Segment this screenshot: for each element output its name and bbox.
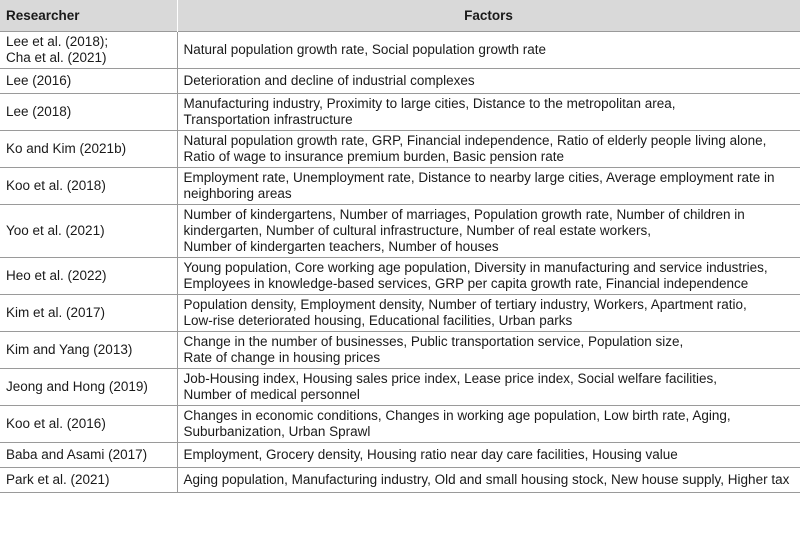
researcher-cell: Ko and Kim (2021b)	[0, 130, 178, 168]
cell-line: Aging population, Manufacturing industry…	[183, 472, 790, 487]
factors-cell: Change in the number of businesses, Publ…	[177, 331, 800, 369]
factors-cell: Deterioration and decline of industrial …	[177, 68, 800, 94]
cell-line: Kim et al. (2017)	[6, 305, 106, 320]
researcher-cell: Heo et al. (2022)	[0, 257, 178, 295]
cell-line: kindergarten, Number of cultural infrast…	[183, 223, 651, 238]
table-row: Jeong and Hong (2019) Job-Housing index,…	[0, 368, 800, 406]
table-row: Koo et al. (2018) Employment rate, Unemp…	[0, 167, 800, 205]
researcher-cell: Lee et al. (2018); Cha et al. (2021)	[0, 31, 178, 69]
researcher-cell: Park et al. (2021)	[0, 467, 178, 493]
researcher-cell: Koo et al. (2016)	[0, 405, 178, 443]
table-row: Ko and Kim (2021b) Natural population gr…	[0, 130, 800, 168]
cell-line: Change in the number of businesses, Publ…	[183, 334, 684, 349]
table-row: Park et al. (2021) Aging population, Man…	[0, 467, 800, 493]
cell-line: Park et al. (2021)	[6, 472, 110, 487]
cell-line: Number of kindergarten teachers, Number …	[183, 239, 499, 254]
table-row: Lee et al. (2018); Cha et al. (2021) Natu…	[0, 31, 800, 69]
researcher-cell: Baba and Asami (2017)	[0, 442, 178, 468]
cell-line: Natural population growth rate, Social p…	[183, 42, 546, 57]
cell-line: Transportation infrastructure	[183, 112, 353, 127]
factors-cell: Number of kindergartens, Number of marri…	[177, 204, 800, 258]
table-row: Lee (2016) Deterioration and decline of …	[0, 68, 800, 94]
cell-line: Manufacturing industry, Proximity to lar…	[183, 96, 676, 111]
cell-line: Rate of change in housing prices	[183, 350, 381, 365]
table-row: Yoo et al. (2021) Number of kindergarten…	[0, 204, 800, 258]
cell-line: Employees in knowledge-based services, G…	[183, 276, 749, 291]
cell-line: Number of kindergartens, Number of marri…	[183, 207, 745, 222]
cell-line: Changes in economic conditions, Changes …	[183, 408, 731, 423]
cell-line: Employment rate, Unemployment rate, Dist…	[183, 170, 775, 185]
cell-line: Jeong and Hong (2019)	[6, 379, 148, 394]
cell-line: Population density, Employment density, …	[183, 297, 747, 312]
cell-line: Heo et al. (2022)	[6, 268, 107, 283]
cell-line: Natural population growth rate, GRP, Fin…	[183, 133, 767, 148]
factors-cell: Population density, Employment density, …	[177, 294, 800, 332]
researcher-cell: Lee (2016)	[0, 68, 178, 94]
factors-cell: Job-Housing index, Housing sales price i…	[177, 368, 800, 406]
researcher-cell: Kim et al. (2017)	[0, 294, 178, 332]
factors-cell: Employment rate, Unemployment rate, Dist…	[177, 167, 800, 205]
cell-line: Young population, Core working age popul…	[183, 260, 768, 275]
factors-cell: Aging population, Manufacturing industry…	[177, 467, 800, 493]
cell-line: Ko and Kim (2021b)	[6, 141, 127, 156]
factors-cell: Employment, Grocery density, Housing rat…	[177, 442, 800, 468]
cell-line: Suburbanization, Urban Sprawl	[183, 424, 371, 439]
table-row: Heo et al. (2022) Young population, Core…	[0, 257, 800, 295]
factors-table: Researcher Factors Lee et al. (2018); Cha…	[0, 0, 800, 493]
table-row: Kim and Yang (2013) Change in the number…	[0, 331, 800, 369]
cell-line: Ratio of wage to insurance premium burde…	[183, 149, 564, 164]
researcher-cell: Yoo et al. (2021)	[0, 204, 178, 258]
researcher-cell: Kim and Yang (2013)	[0, 331, 178, 369]
table-row: Baba and Asami (2017) Employment, Grocer…	[0, 442, 800, 468]
cell-line: Employment, Grocery density, Housing rat…	[183, 447, 678, 462]
factors-cell: Changes in economic conditions, Changes …	[177, 405, 800, 443]
factors-cell: Young population, Core working age popul…	[177, 257, 800, 295]
header-row: Researcher Factors	[0, 0, 800, 32]
researcher-cell: Jeong and Hong (2019)	[0, 368, 178, 406]
cell-line: Deterioration and decline of industrial …	[183, 73, 475, 88]
cell-line: Lee et al. (2018);	[6, 34, 109, 49]
cell-line: Koo et al. (2016)	[6, 416, 106, 431]
cell-line: Job-Housing index, Housing sales price i…	[183, 371, 718, 386]
researcher-cell: Lee (2018)	[0, 93, 178, 131]
cell-line: neighboring areas	[183, 186, 292, 201]
cell-line: Kim and Yang (2013)	[6, 342, 133, 357]
cell-line: Low-rise deteriorated housing, Education…	[183, 313, 573, 328]
factors-cell: Natural population growth rate, GRP, Fin…	[177, 130, 800, 168]
table-row: Koo et al. (2016) Changes in economic co…	[0, 405, 800, 443]
cell-line: Baba and Asami (2017)	[6, 447, 148, 462]
cell-line: Cha et al. (2021)	[6, 50, 107, 65]
table-row: Lee (2018) Manufacturing industry, Proxi…	[0, 93, 800, 131]
factors-cell: Manufacturing industry, Proximity to lar…	[177, 93, 800, 131]
header-researcher: Researcher	[0, 0, 178, 32]
cell-line: Lee (2018)	[6, 104, 72, 119]
cell-line: Koo et al. (2018)	[6, 178, 106, 193]
header-factors: Factors	[177, 0, 800, 32]
researcher-cell: Koo et al. (2018)	[0, 167, 178, 205]
factors-cell: Natural population growth rate, Social p…	[177, 31, 800, 69]
table-row: Kim et al. (2017) Population density, Em…	[0, 294, 800, 332]
cell-line: Lee (2016)	[6, 73, 72, 88]
cell-line: Yoo et al. (2021)	[6, 223, 105, 238]
cell-line: Number of medical personnel	[183, 387, 360, 402]
